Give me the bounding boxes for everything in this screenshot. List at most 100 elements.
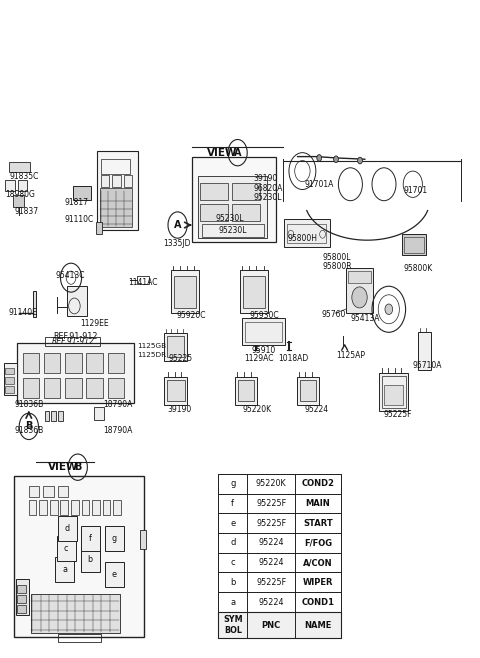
Bar xyxy=(108,378,124,398)
Bar xyxy=(218,494,341,513)
Text: COND2: COND2 xyxy=(301,479,335,488)
Bar xyxy=(65,378,82,398)
Bar xyxy=(404,237,424,253)
Bar xyxy=(200,204,228,221)
Text: 95230L: 95230L xyxy=(218,226,247,235)
Bar xyxy=(164,377,187,405)
Bar xyxy=(167,336,184,357)
Bar xyxy=(39,500,47,515)
Bar xyxy=(43,486,54,497)
Bar xyxy=(65,353,82,373)
Text: VIEW: VIEW xyxy=(207,147,238,158)
Bar xyxy=(14,476,144,637)
Text: 95225F: 95225F xyxy=(256,578,286,587)
Bar xyxy=(124,175,132,187)
Text: 95800K: 95800K xyxy=(403,264,432,273)
Text: 1141AC: 1141AC xyxy=(129,278,158,288)
Text: A: A xyxy=(234,147,241,158)
Bar xyxy=(112,175,121,187)
Bar xyxy=(137,276,149,284)
Text: SYM
BOL: SYM BOL xyxy=(223,615,242,635)
Bar xyxy=(17,343,134,403)
Text: 95413A: 95413A xyxy=(350,314,380,323)
Bar xyxy=(242,318,285,345)
Text: 95910: 95910 xyxy=(252,345,276,355)
Bar xyxy=(284,219,330,247)
Text: 95930C: 95930C xyxy=(250,311,279,320)
Text: 95920C: 95920C xyxy=(177,311,206,320)
Text: F/FOG: F/FOG xyxy=(304,538,332,547)
Text: g: g xyxy=(230,479,236,488)
Bar xyxy=(17,585,26,593)
Text: 95225F: 95225F xyxy=(256,499,286,508)
Bar xyxy=(105,526,124,551)
Bar xyxy=(174,276,196,308)
Text: 95413C: 95413C xyxy=(55,270,84,280)
Bar xyxy=(100,188,132,227)
Text: A: A xyxy=(174,220,181,230)
Bar xyxy=(108,353,124,373)
Bar xyxy=(57,536,76,561)
Text: PNC: PNC xyxy=(262,620,281,630)
Text: NAME: NAME xyxy=(304,620,332,630)
Bar xyxy=(192,157,276,242)
Bar xyxy=(58,516,77,541)
Text: a: a xyxy=(230,597,235,607)
Text: VIEW: VIEW xyxy=(48,462,79,472)
Text: 91701A: 91701A xyxy=(305,180,334,189)
Bar xyxy=(86,378,103,398)
Text: 91836B: 91836B xyxy=(14,400,44,409)
Bar xyxy=(60,500,68,515)
Bar xyxy=(103,500,110,515)
Bar xyxy=(218,572,341,592)
Text: 95800L: 95800L xyxy=(323,253,351,263)
Text: 1129AC: 1129AC xyxy=(244,354,273,363)
Text: b: b xyxy=(88,555,93,565)
Bar xyxy=(167,380,185,401)
Text: A/CON: A/CON xyxy=(303,558,333,567)
Text: 95220K: 95220K xyxy=(256,479,287,488)
Text: 91817: 91817 xyxy=(65,198,89,207)
Bar xyxy=(71,500,79,515)
Bar xyxy=(31,594,120,633)
Text: 39190: 39190 xyxy=(167,405,192,415)
Text: 95225: 95225 xyxy=(169,354,193,363)
Bar xyxy=(23,378,39,398)
Text: 95230L: 95230L xyxy=(215,214,243,223)
Text: 18790A: 18790A xyxy=(103,426,132,436)
Bar xyxy=(198,176,267,238)
Bar xyxy=(171,270,199,313)
Bar xyxy=(300,380,316,401)
Bar xyxy=(82,500,89,515)
Bar xyxy=(243,276,265,308)
Bar xyxy=(232,204,260,221)
Text: 91836B: 91836B xyxy=(14,426,44,436)
Bar xyxy=(23,353,39,373)
Bar xyxy=(67,286,87,316)
Bar xyxy=(418,332,431,370)
Bar xyxy=(235,377,257,405)
Text: g: g xyxy=(112,534,117,544)
Bar xyxy=(94,407,104,420)
Bar xyxy=(51,411,56,421)
Text: d: d xyxy=(230,538,236,547)
Bar xyxy=(218,612,341,638)
Text: 95224: 95224 xyxy=(258,558,284,567)
Text: COND1: COND1 xyxy=(301,597,335,607)
Bar xyxy=(16,579,29,615)
Text: f: f xyxy=(231,499,234,508)
Bar xyxy=(402,234,426,255)
Text: 18980G: 18980G xyxy=(5,190,35,199)
Bar xyxy=(346,268,373,313)
Bar xyxy=(81,547,100,572)
Bar xyxy=(218,592,341,612)
Text: c: c xyxy=(230,558,235,567)
Text: 95225F: 95225F xyxy=(256,519,286,528)
Text: e: e xyxy=(230,519,235,528)
Bar xyxy=(101,159,130,174)
Text: 1129EE: 1129EE xyxy=(81,319,109,328)
Text: e: e xyxy=(112,570,117,579)
Bar xyxy=(92,500,100,515)
Bar xyxy=(86,353,103,373)
Bar xyxy=(17,605,26,613)
